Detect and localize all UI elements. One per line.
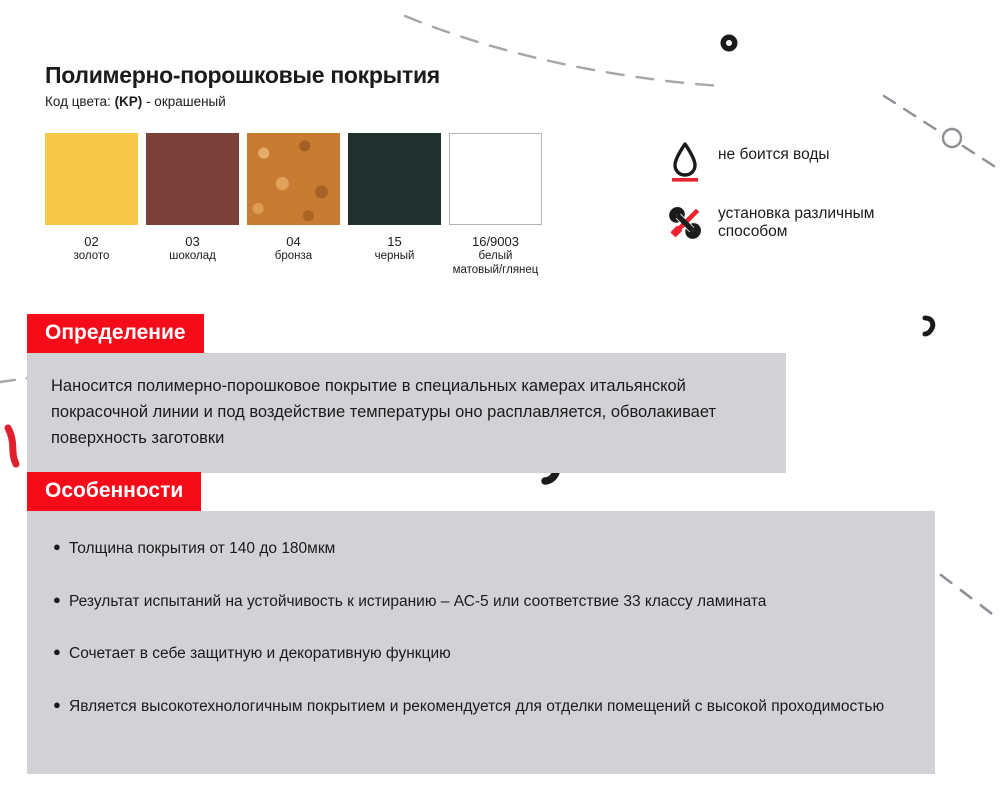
ring-dot-top-right bbox=[720, 34, 738, 52]
dashed-curve-top bbox=[403, 14, 722, 88]
feature-water-resistant: не боится воды bbox=[662, 138, 874, 184]
swatch-chip-15 bbox=[348, 133, 441, 225]
dashed-curve-bottom-right bbox=[939, 573, 1000, 622]
bullet-icon: ● bbox=[53, 644, 61, 660]
swatch-label-04: 04 бронза bbox=[275, 234, 312, 264]
list-item-text: Результат испытаний на устойчивость к ис… bbox=[69, 592, 767, 610]
color-swatch-row: 02 золото 03 шоколад 04 бронза 15 черный bbox=[45, 133, 550, 277]
swatch-code: 02 bbox=[84, 234, 99, 249]
swatch-label-02: 02 золото bbox=[74, 234, 110, 264]
swatch-chip-16-9003 bbox=[449, 133, 542, 225]
list-item-text: Является высокотехнологичным покрытием и… bbox=[69, 698, 885, 716]
swatch-label-03: 03 шоколад bbox=[169, 234, 216, 264]
color-code-subtitle: Код цвета: (KP) - окрашеный bbox=[45, 94, 440, 109]
section-definition: Определение Наносится полимерно-порошков… bbox=[27, 314, 786, 474]
color-swatch-04[interactable]: 04 бронза bbox=[247, 133, 340, 277]
properties-list: ● Толщина покрытия от 140 до 180мкм ● Ре… bbox=[53, 535, 909, 722]
dashed-curve-right-lower bbox=[961, 144, 1000, 172]
dashed-curve-right-upper bbox=[882, 94, 942, 134]
subtitle-code: (KP) bbox=[114, 94, 143, 109]
swatch-name: золото bbox=[73, 250, 110, 263]
definition-panel: Наносится полимерно-порошковое покрытие … bbox=[27, 353, 786, 474]
section-properties: Особенности ● Толщина покрытия от 140 до… bbox=[27, 472, 935, 774]
water-drop-icon bbox=[662, 138, 708, 184]
bullet-icon: ● bbox=[53, 539, 61, 555]
bullet-icon: ● bbox=[53, 591, 61, 607]
swatch-code: 15 bbox=[387, 234, 402, 249]
header-block: Полимерно-порошковые покрытия Код цвета:… bbox=[45, 62, 440, 109]
list-item: ● Результат испытаний на устойчивость к … bbox=[53, 588, 909, 617]
swatch-chip-04 bbox=[247, 133, 340, 225]
list-item: ● Толщина покрытия от 140 до 180мкм bbox=[53, 535, 909, 564]
swatch-name: бронза bbox=[274, 250, 313, 263]
color-swatch-15[interactable]: 15 черный bbox=[348, 133, 441, 277]
properties-panel: ● Толщина покрытия от 140 до 180мкм ● Ре… bbox=[27, 511, 935, 774]
list-item-text: Сочетает в себе защитную и декоративную … bbox=[69, 645, 451, 663]
wrench-screwdriver-icon bbox=[662, 200, 708, 246]
swatch-name: белый матовый/глянец bbox=[452, 250, 539, 276]
red-squiggle-left bbox=[4, 424, 20, 468]
feature-label: установка различным способом bbox=[718, 205, 875, 241]
color-swatch-03[interactable]: 03 шоколад bbox=[146, 133, 239, 277]
swatch-label-16-9003: 16/9003 белый матовый/глянец bbox=[453, 234, 539, 277]
swatch-name: шоколад bbox=[169, 250, 216, 263]
subtitle-prefix: Код цвета: bbox=[45, 94, 115, 109]
feature-icon-list: не боится воды устан bbox=[662, 138, 874, 262]
list-item: ● Является высокотехнологичным покрытием… bbox=[53, 693, 909, 722]
comma-mark-right bbox=[922, 315, 936, 337]
color-swatch-16-9003[interactable]: 16/9003 белый матовый/глянец bbox=[449, 133, 542, 277]
section-tag-properties: Особенности bbox=[27, 472, 202, 512]
swatch-code: 16/9003 bbox=[471, 234, 519, 249]
section-tag-definition: Определение bbox=[27, 314, 204, 354]
open-circle-right bbox=[941, 127, 963, 149]
definition-text: Наносится полимерно-порошковое покрытие … bbox=[51, 377, 717, 448]
list-item: ● Сочетает в себе защитную и декоративну… bbox=[53, 640, 909, 669]
swatch-chip-02 bbox=[45, 133, 138, 225]
swatch-code: 04 bbox=[286, 234, 301, 249]
bullet-icon: ● bbox=[53, 697, 61, 713]
feature-label: не боится воды bbox=[718, 146, 830, 163]
swatch-name: черный bbox=[374, 250, 415, 263]
list-item-text: Толщина покрытия от 140 до 180мкм bbox=[69, 540, 336, 558]
swatch-code: 03 bbox=[185, 234, 200, 249]
feature-install-methods: установка различным способом bbox=[662, 200, 874, 246]
swatch-label-15: 15 черный bbox=[375, 234, 415, 264]
page-title: Полимерно-порошковые покрытия bbox=[45, 62, 440, 88]
color-swatch-02[interactable]: 02 золото bbox=[45, 133, 138, 277]
subtitle-suffix: - окрашеный bbox=[142, 94, 226, 109]
swatch-chip-03 bbox=[146, 133, 239, 225]
